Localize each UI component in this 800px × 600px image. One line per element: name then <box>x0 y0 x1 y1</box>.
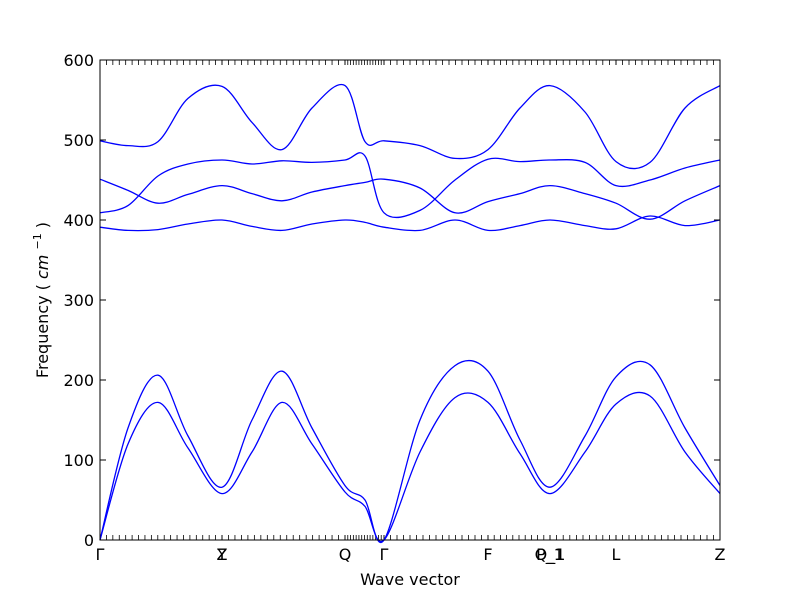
y-axis-label-unit: cm <box>33 255 52 279</box>
y-axis-label-text: Frequency <box>33 295 52 378</box>
y-axis-label-unit-exponent: −1 <box>31 233 44 249</box>
x-tick-label-1: Y <box>216 545 227 564</box>
band-line-4 <box>99 178 721 220</box>
y-tick-label: 0 <box>84 531 94 550</box>
x-tick-label-3: Q <box>339 545 352 564</box>
x-tick-label-5: F <box>483 545 492 564</box>
y-tick-label: 100 <box>63 451 94 470</box>
x-axis: Γ YZ Q Γ F P_1Q_1 L Z <box>96 545 726 565</box>
x-tick-label-6: P_1 <box>536 545 564 565</box>
y-axis-label-paren-close: ) <box>33 222 52 228</box>
y-axis-label: Frequency ( cm −1 ) <box>26 222 52 378</box>
x-axis-label: Wave vector <box>360 570 460 589</box>
y-axis-label-paren-open: ( <box>33 284 52 290</box>
y-tick-label: 200 <box>63 371 94 390</box>
x-tick-label-9: Z <box>715 545 726 564</box>
x-tick-label-7: Q_1 <box>535 545 566 565</box>
y-tick-label: 500 <box>63 131 94 150</box>
x-tick-label-8: L <box>612 545 621 564</box>
x-tick-label-4: Γ <box>380 545 389 564</box>
band-line-5 <box>99 152 721 219</box>
y-tick-label: 300 <box>63 291 94 310</box>
band-line-6 <box>99 83 721 170</box>
x-tick-label-0: Γ <box>96 545 105 564</box>
y-axis: 0 100 200 300 400 500 600 <box>63 51 720 550</box>
y-tick-label: 600 <box>63 51 94 70</box>
x-tick-label-2: Z <box>217 545 228 564</box>
y-tick-label: 400 <box>63 211 94 230</box>
band-line-3 <box>99 215 721 232</box>
